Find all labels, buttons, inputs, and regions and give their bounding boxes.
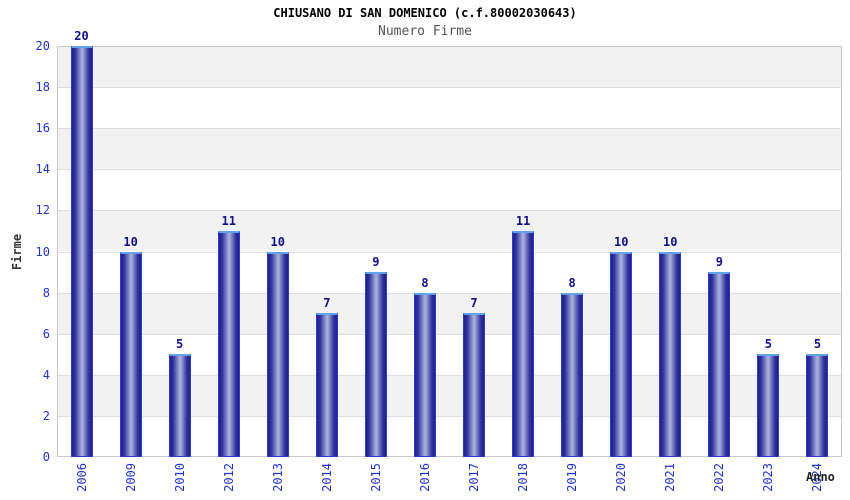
bar-value-label: 10 xyxy=(270,234,285,249)
bar-value-label: 5 xyxy=(764,337,773,352)
bar-value-label: 8 xyxy=(421,275,429,290)
bar-2020 xyxy=(610,251,633,457)
y-tick-label: 0 xyxy=(42,450,50,464)
y-tick-label: 8 xyxy=(42,285,50,300)
x-tick-label: 2021 xyxy=(663,463,678,492)
y-tick-label: 2 xyxy=(42,408,50,423)
bar-2016 xyxy=(413,292,436,457)
bar-2019 xyxy=(561,292,584,457)
bar-value-label: 9 xyxy=(372,255,380,270)
bar-2012 xyxy=(217,230,240,457)
chart-subtitle: Numero Firme xyxy=(378,24,472,39)
bar-2013 xyxy=(266,251,289,457)
y-tick-label: 10 xyxy=(35,244,50,259)
gridline xyxy=(57,334,842,335)
y-tick-label: 20 xyxy=(35,39,50,53)
y-tick-label: 6 xyxy=(42,326,50,341)
bar-2014 xyxy=(315,313,338,457)
x-tick-label: 2015 xyxy=(368,463,383,492)
bar-value-label: 8 xyxy=(568,275,576,290)
x-tick-label: 2019 xyxy=(565,463,580,492)
bar-value-label: 10 xyxy=(663,234,678,249)
bar-2006 xyxy=(70,46,93,457)
gridline xyxy=(57,416,842,417)
y-tick-label: 18 xyxy=(35,80,50,95)
x-tick-label: 2012 xyxy=(221,463,236,492)
bar-2017 xyxy=(463,313,486,457)
bar-value-label: 20 xyxy=(74,29,89,43)
gridline xyxy=(57,293,842,294)
plot-border-frame xyxy=(57,46,842,457)
plot-band xyxy=(57,128,842,170)
gridline xyxy=(57,87,842,88)
bar-2021 xyxy=(659,251,682,457)
y-tick-label: 12 xyxy=(35,203,50,218)
chart-title: CHIUSANO DI SAN DOMENICO (c.f.8000203064… xyxy=(273,6,577,20)
bar-2024 xyxy=(806,354,829,457)
gridline xyxy=(57,210,842,211)
gridline xyxy=(57,169,842,170)
x-tick-label: 2009 xyxy=(123,463,138,492)
x-axis-label: Anno xyxy=(806,470,835,484)
gridline xyxy=(57,128,842,129)
plot-band xyxy=(57,46,842,88)
x-tick-label: 2017 xyxy=(467,463,482,492)
bar-2009 xyxy=(119,251,142,457)
x-tick-label: 2014 xyxy=(319,463,334,492)
y-tick-label: 4 xyxy=(42,367,50,382)
bar-value-label: 11 xyxy=(221,213,236,228)
gridline xyxy=(57,252,842,253)
y-tick-label: 16 xyxy=(35,121,50,136)
bar-value-label: 5 xyxy=(813,337,822,352)
bar-2022 xyxy=(708,272,731,457)
x-tick-label: 2006 xyxy=(74,463,89,492)
gridline xyxy=(57,375,842,376)
bar-value-label: 10 xyxy=(613,234,629,249)
bar-value-label: 11 xyxy=(515,213,531,228)
bar-value-label: 7 xyxy=(470,296,478,311)
x-tick-label: 2010 xyxy=(172,463,187,492)
x-tick-label: 2016 xyxy=(417,463,432,492)
y-tick-label: 14 xyxy=(35,162,50,177)
x-tick-label: 2018 xyxy=(516,463,531,492)
x-tick-label: 2020 xyxy=(614,463,629,492)
bar-2010 xyxy=(168,354,191,457)
plot-band xyxy=(57,210,842,252)
bar-value-label: 7 xyxy=(323,296,331,311)
bar-2018 xyxy=(512,230,535,457)
bar-2015 xyxy=(364,272,387,457)
x-tick-label: 2022 xyxy=(712,463,727,492)
bar-value-label: 10 xyxy=(123,234,138,249)
x-tick-label: 2023 xyxy=(761,463,776,492)
bar-value-label: 5 xyxy=(176,337,184,352)
x-tick-label: 2013 xyxy=(270,463,285,492)
bar-2023 xyxy=(757,354,780,457)
bar-value-label: 9 xyxy=(715,255,723,270)
